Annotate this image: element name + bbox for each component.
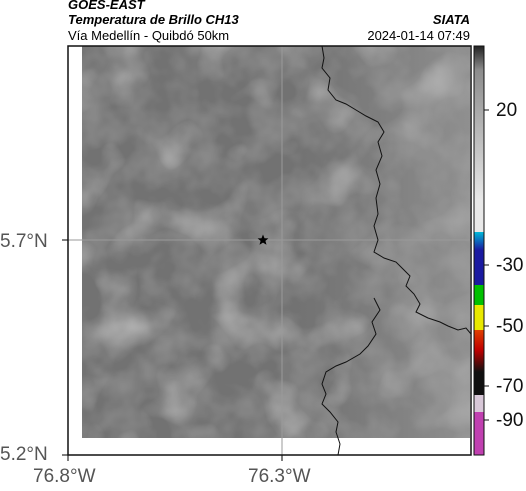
border-line <box>321 45 472 335</box>
satellite-title: GOES-EAST <box>68 0 145 12</box>
colorbar-band <box>474 412 484 455</box>
colorbar-band <box>474 395 484 412</box>
organization-label: SIATA <box>432 12 470 27</box>
colorbar-label-20: 20 <box>496 100 518 121</box>
colorbar-label-minus30: -30 <box>496 255 524 276</box>
colorbar-band <box>474 46 484 70</box>
lat-label-5.7: 5.7°N <box>0 231 48 252</box>
colorbar-band <box>474 70 484 200</box>
colorbar-border <box>473 45 485 456</box>
colorbar-band <box>474 200 484 232</box>
colorbar-band <box>474 305 484 330</box>
colorbar-band <box>474 250 484 285</box>
star-marker <box>257 234 269 245</box>
colorbar <box>474 46 484 455</box>
colorbar-band <box>474 372 484 395</box>
map-border <box>67 45 472 456</box>
colorbar-label-minus90: -90 <box>496 410 524 431</box>
colorbar-band <box>474 350 484 372</box>
lat-label-5.2: 5.2°N <box>0 444 48 465</box>
satellite-image <box>82 46 470 438</box>
colorbar-label-minus50: -50 <box>496 316 524 337</box>
product-title: Temperatura de Brillo CH13 <box>68 12 239 27</box>
colorbar-band <box>474 330 484 350</box>
colorbar-band <box>474 285 484 305</box>
lon-label-76.3: 76.3°W <box>248 466 311 487</box>
datetime-label: 2024-01-14 07:49 <box>367 28 470 43</box>
route-label: Vía Medellín - Quibdó 50km <box>68 28 230 43</box>
lon-label-76.8: 76.8°W <box>33 466 96 487</box>
border-line-branch <box>321 297 381 456</box>
colorbar-band <box>474 232 484 250</box>
colorbar-label-minus70: -70 <box>496 376 524 397</box>
